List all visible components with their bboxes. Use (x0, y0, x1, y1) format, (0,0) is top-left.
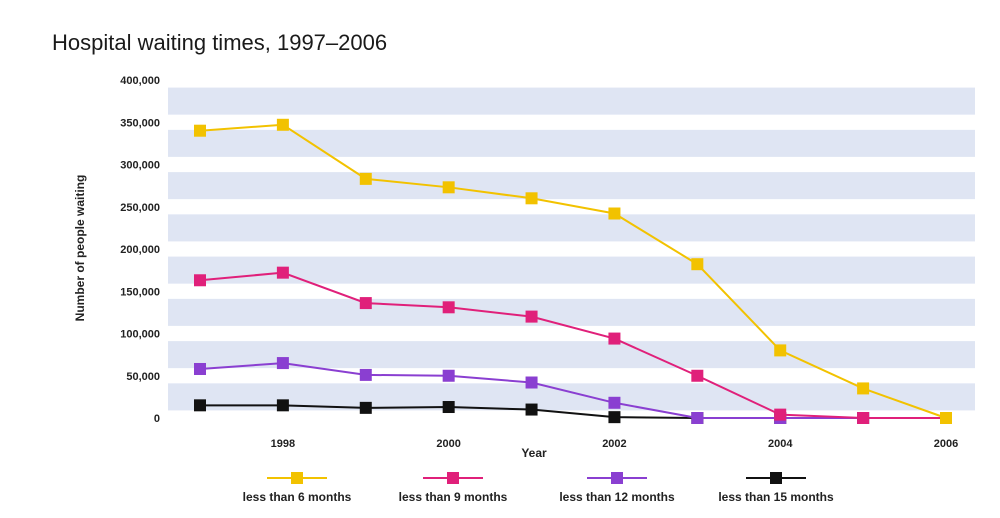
data-point (857, 412, 870, 424)
legend-marker (611, 472, 623, 484)
data-point (691, 258, 704, 271)
data-point (442, 181, 455, 194)
legend-item: less than 12 months (559, 472, 675, 504)
data-point (525, 403, 538, 416)
legend-marker (770, 472, 782, 484)
data-point (442, 369, 455, 382)
x-axis-label: Year (521, 446, 547, 460)
data-point (276, 399, 289, 412)
legend-item: less than 9 months (399, 472, 508, 504)
data-point (194, 274, 206, 287)
x-tick-label: 2000 (436, 438, 460, 450)
data-point (359, 368, 372, 381)
x-tick-label: 1998 (271, 438, 295, 450)
data-point (442, 401, 455, 414)
data-point (276, 118, 289, 131)
grid-band (168, 256, 975, 284)
data-point (194, 399, 206, 412)
data-point (608, 411, 621, 424)
y-tick-label: 350,000 (120, 117, 160, 129)
y-tick-label: 0 (154, 413, 160, 425)
grid-band (168, 298, 975, 326)
series-less-than-9-months (194, 266, 952, 424)
series-line (199, 362, 946, 419)
y-axis-label: Number of people waiting (73, 175, 87, 322)
legend-item: less than 6 months (243, 472, 352, 504)
data-point (525, 310, 538, 323)
data-point (276, 266, 289, 279)
y-tick-label: 150,000 (120, 286, 160, 298)
legend-label: less than 15 months (718, 490, 834, 504)
data-point (359, 172, 372, 185)
data-point (525, 376, 538, 389)
chart-title: Hospital waiting times, 1997–2006 (52, 30, 387, 55)
data-point (691, 369, 704, 382)
data-point (525, 192, 538, 205)
y-tick-label: 400,000 (120, 75, 160, 87)
legend-label: less than 6 months (243, 490, 352, 504)
data-point (276, 357, 289, 370)
grid-band (168, 87, 975, 115)
y-tick-label: 100,000 (120, 329, 160, 341)
grid-band (168, 214, 975, 242)
plot-background (168, 87, 975, 411)
data-point (194, 362, 206, 375)
data-point (691, 412, 704, 424)
data-point (442, 301, 455, 314)
y-axis: 0 50,000 100,000 150,000 200,000 250,000 300,0… (120, 75, 160, 425)
series-layer (194, 118, 952, 424)
grid-band (168, 341, 975, 369)
series-less-than-6-months (194, 118, 952, 424)
grid-band (168, 172, 975, 200)
data-point (857, 382, 870, 395)
data-point (194, 124, 206, 137)
legend-item: less than 15 months (718, 472, 834, 504)
x-axis: 1998 2000 2002 2004 2006 (271, 438, 959, 450)
data-point (940, 412, 952, 424)
data-point (359, 401, 372, 414)
data-point (359, 297, 372, 310)
legend-label: less than 9 months (399, 490, 508, 504)
data-point (774, 408, 787, 421)
grid-band (168, 129, 975, 157)
legend-marker (291, 472, 303, 484)
y-tick-label: 300,000 (120, 160, 160, 172)
x-tick-label: 2004 (768, 438, 793, 450)
series-line (199, 271, 946, 419)
data-point (608, 396, 621, 409)
legend-label: less than 12 months (559, 490, 675, 504)
data-point (608, 207, 621, 220)
y-tick-label: 50,000 (126, 371, 160, 383)
data-point (774, 344, 787, 357)
legend: less than 6 months less than 9 months less… (243, 472, 834, 504)
y-tick-label: 200,000 (120, 244, 160, 256)
x-tick-label: 2006 (934, 438, 958, 450)
x-tick-label: 2002 (602, 438, 626, 450)
y-tick-label: 250,000 (120, 202, 160, 214)
data-point (608, 332, 621, 345)
legend-marker (447, 472, 459, 484)
series-line (199, 123, 947, 419)
